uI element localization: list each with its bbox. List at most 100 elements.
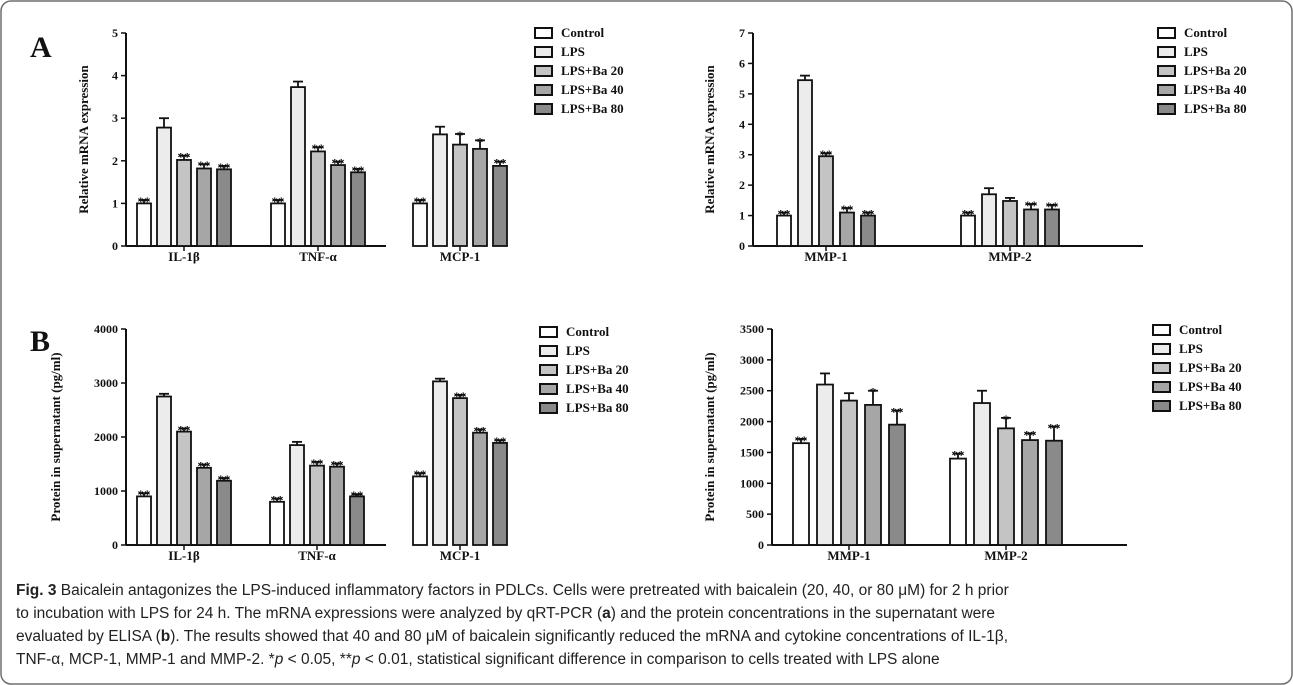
significance-label: ** (198, 459, 211, 474)
bar (432, 133, 448, 247)
legend-swatch (534, 103, 553, 115)
y-tick-label: 500 (746, 507, 764, 521)
significance-label: ** (795, 433, 808, 448)
y-tick-label: 1000 (94, 484, 118, 498)
caption-text-4a: TNF-α, MCP-1, MMP-1 and MMP-2. * (16, 651, 275, 668)
caption-p-1: p (274, 651, 284, 668)
significance-label: ** (331, 457, 344, 472)
legend-label: LPS+Ba 80 (561, 101, 624, 116)
significance-label: * (477, 134, 484, 149)
significance-label: ** (352, 163, 365, 178)
bar (329, 465, 345, 546)
caption-text-1: Baicalein antagonizes the LPS-induced in… (60, 582, 1009, 599)
bar (981, 193, 997, 247)
caption-text-2a: to incubation with LPS for 24 h. The mRN… (16, 605, 603, 622)
bar (176, 159, 192, 247)
y-tick-label: 0 (112, 538, 118, 552)
legend-swatch (1152, 362, 1171, 374)
y-axis-label: Protein in supernatant (pg/ml) (702, 352, 717, 521)
significance-label: ** (454, 389, 467, 404)
legend-label: LPS (561, 44, 585, 59)
bar (1044, 208, 1060, 247)
y-tick-label: 3000 (740, 353, 764, 367)
caption-line-2: to incubation with LPS for 24 h. The mRN… (16, 602, 1278, 625)
significance-label: ** (272, 194, 285, 209)
bar (452, 143, 468, 247)
significance-label: ** (1024, 427, 1037, 442)
bar (330, 164, 346, 247)
bar (216, 479, 232, 546)
y-tick-label: 1 (739, 209, 745, 223)
y-tick-label: 2000 (94, 430, 118, 444)
legend-swatch (1152, 400, 1171, 412)
bar (492, 442, 508, 546)
significance-label: ** (271, 493, 284, 508)
bar (1045, 439, 1063, 546)
y-tick-label: 3 (739, 148, 745, 162)
legend-label: LPS (1184, 44, 1208, 59)
caption-line-1: Fig. 3 Baicalein antagonizes the LPS-ind… (16, 579, 1278, 602)
significance-label: ** (312, 141, 325, 156)
significance-label: ** (218, 472, 231, 487)
y-tick-label: 0 (112, 239, 118, 253)
significance-label: ** (138, 194, 151, 209)
category-label: TNF-α (298, 548, 336, 563)
legend-label: LPS+Ba 20 (566, 362, 629, 377)
legend-swatch (539, 345, 558, 357)
category-label: MCP-1 (440, 548, 480, 563)
chart-b-mmp-protein: 0 500 1000 1500 2000 2500 3000 3500 Protein in s… (702, 322, 1242, 563)
legend-swatch (1157, 84, 1176, 96)
y-tick-label: 4 (112, 69, 118, 83)
y-axis-label: Relative mRNA expression (702, 64, 717, 213)
legend-label: LPS (566, 343, 590, 358)
y-tick-label: 2500 (740, 384, 764, 398)
significance-label: ** (820, 147, 833, 162)
y-tick-label: 3 (112, 111, 118, 125)
significance-label: ** (1046, 199, 1059, 214)
y-tick-label: 4 (739, 117, 745, 131)
bar (1021, 439, 1039, 546)
significance-label: ** (138, 487, 151, 502)
category-label: MCP-1 (440, 249, 480, 264)
significance-label: ** (862, 207, 875, 222)
bar (792, 442, 810, 546)
y-tick-label: 6 (739, 56, 745, 70)
bar (309, 464, 325, 546)
significance-label: ** (841, 202, 854, 217)
legend-label: LPS+Ba 20 (1179, 360, 1242, 375)
legend-swatch (1152, 343, 1171, 355)
bar (136, 495, 152, 546)
bar (216, 168, 232, 247)
legend-swatch (539, 383, 558, 395)
significance-label: ** (474, 423, 487, 438)
legend-swatch (539, 364, 558, 376)
legend-label: LPS+Ba 80 (1184, 101, 1247, 116)
y-tick-label: 3500 (740, 322, 764, 336)
category-label: IL-1β (168, 249, 200, 264)
y-tick-label: 7 (739, 26, 745, 40)
legend-label: LPS (1179, 341, 1203, 356)
significance-label: * (1003, 412, 1010, 427)
significance-label: ** (962, 207, 975, 222)
legend-swatch (1157, 103, 1176, 115)
significance-label: ** (1048, 421, 1061, 436)
legend-swatch (1157, 46, 1176, 58)
legend-label: LPS+Ba 20 (1184, 63, 1247, 78)
bar (949, 457, 967, 546)
bar (864, 404, 882, 546)
caption-text-2b: ) and the protein concentrations in the … (610, 605, 996, 622)
bar (412, 475, 428, 546)
significance-label: ** (952, 448, 965, 463)
bar (290, 86, 306, 247)
significance-label: ** (198, 158, 211, 173)
bar (816, 383, 834, 546)
significance-label: * (457, 128, 464, 143)
significance-label: ** (494, 434, 507, 449)
bar (349, 495, 365, 546)
legend-label: LPS+Ba 40 (1184, 82, 1247, 97)
bar (310, 150, 326, 247)
chart-b-cytokine-protein: 0 1000 2000 3000 4000 Protein in supernatant … (48, 322, 629, 563)
y-tick-label: 3000 (94, 376, 118, 390)
bar (888, 423, 906, 546)
y-tick-label: 0 (739, 239, 745, 253)
